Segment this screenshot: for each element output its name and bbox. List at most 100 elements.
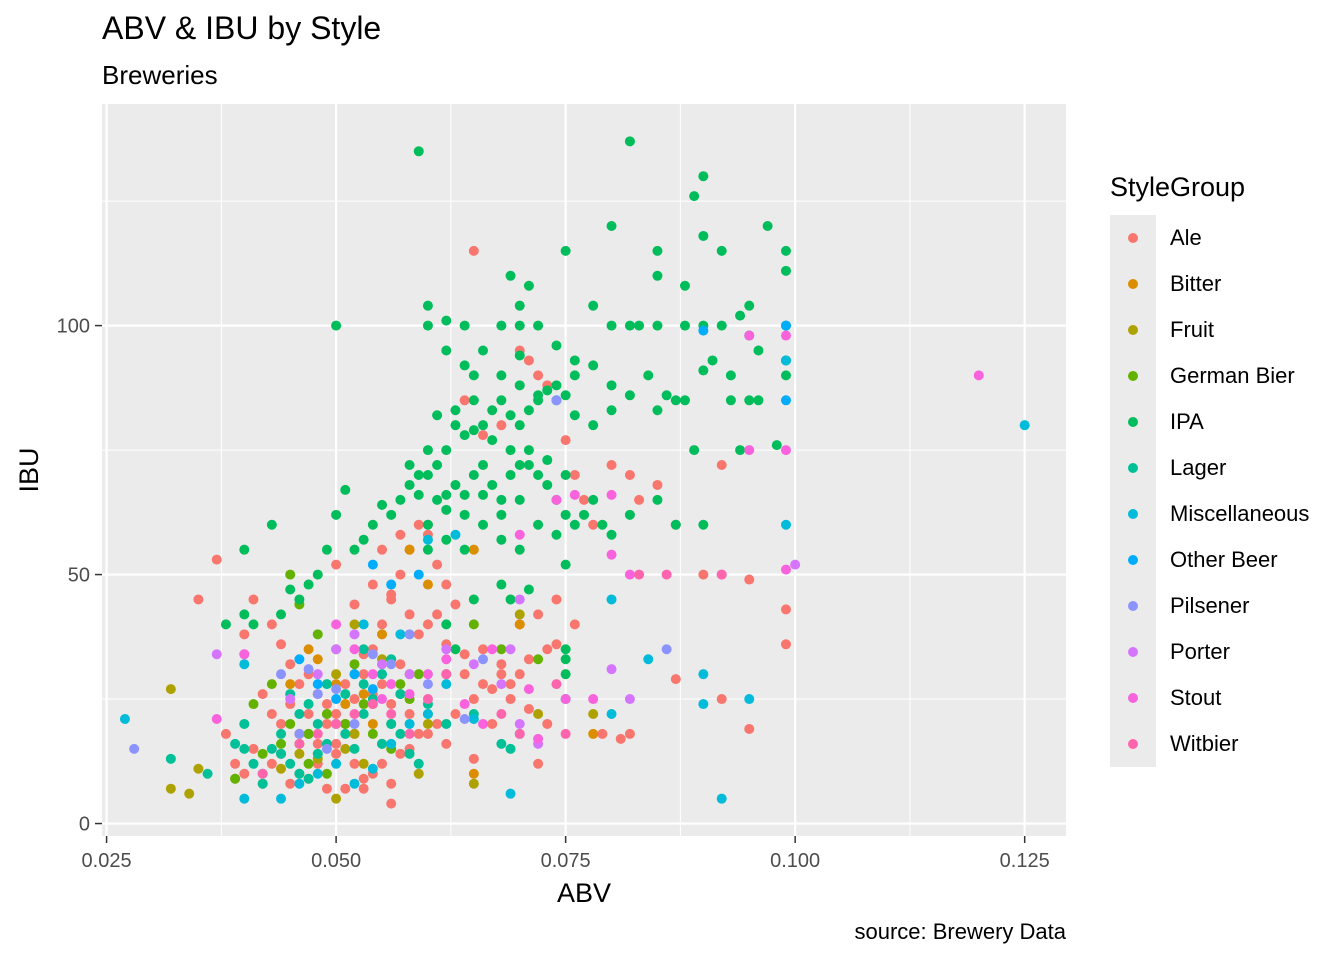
legend-title: StyleGroup	[1110, 172, 1246, 202]
point-ale	[780, 604, 791, 615]
point-german-bier	[358, 699, 369, 710]
point-ipa	[624, 509, 635, 520]
point-ale	[404, 709, 415, 719]
point-ale	[386, 778, 397, 789]
point-pilsener	[459, 713, 470, 724]
point-lager	[340, 728, 351, 739]
legend-label-ipa: IPA	[1170, 409, 1204, 434]
point-ale	[459, 649, 470, 660]
point-ale	[211, 554, 222, 565]
point-ipa	[780, 265, 791, 276]
point-ale	[413, 629, 424, 640]
legend-keys: Ale Bitter Fruit German Bier IPA Lager Miscell…	[1110, 215, 1309, 767]
point-lager	[413, 758, 424, 769]
point-witbier	[716, 569, 727, 580]
point-miscellaneous	[331, 758, 342, 769]
point-ale	[652, 479, 663, 490]
point-ale	[459, 395, 470, 406]
point-stout	[560, 694, 571, 705]
point-ale	[468, 694, 479, 705]
point-miscellaneous	[312, 768, 323, 779]
legend-label-porter: Porter	[1170, 639, 1230, 664]
point-stout	[780, 564, 791, 575]
point-lager	[276, 728, 287, 739]
point-bitter	[367, 718, 378, 729]
point-ipa	[459, 320, 470, 331]
point-ale	[377, 544, 388, 555]
point-ipa	[533, 395, 544, 406]
point-ale	[670, 674, 681, 685]
point-ale	[331, 738, 342, 749]
point-ale	[230, 758, 241, 769]
point-pilsener	[321, 743, 332, 754]
point-ale	[294, 679, 305, 690]
point-ale	[266, 619, 277, 630]
legend-key-german-bier	[1110, 353, 1156, 399]
point-ipa	[514, 420, 525, 431]
point-ipa	[413, 469, 424, 480]
point-ale	[321, 783, 332, 794]
point-pilsener	[661, 644, 672, 655]
point-ale	[487, 684, 498, 695]
point-ipa	[735, 310, 746, 321]
point-lager	[441, 718, 452, 729]
point-ale	[716, 694, 727, 705]
y-tick-label: 100	[57, 316, 90, 338]
point-miscellaneous	[294, 778, 305, 789]
major-gridlines	[102, 104, 1066, 836]
point-lager	[294, 768, 305, 779]
point-ale	[505, 694, 516, 705]
point-ale	[588, 519, 599, 530]
point-lager	[349, 743, 360, 754]
point-ipa	[698, 365, 709, 376]
point-ipa	[569, 355, 580, 366]
point-ipa	[514, 320, 525, 331]
point-porter	[790, 559, 801, 570]
point-ipa	[771, 440, 782, 451]
point-ale	[377, 679, 388, 690]
point-german-bier	[340, 718, 351, 729]
point-ipa	[422, 519, 433, 530]
point-stout	[487, 644, 498, 655]
point-porter	[606, 664, 617, 675]
legend-label-fruit: Fruit	[1170, 317, 1214, 342]
point-ipa	[349, 544, 360, 555]
point-ale	[349, 758, 360, 769]
legend-label-stout: Stout	[1170, 685, 1222, 710]
point-pilsener	[129, 743, 140, 754]
point-porter	[349, 629, 360, 640]
point-ipa	[331, 320, 342, 331]
point-lager	[239, 743, 250, 754]
point-ipa	[652, 320, 663, 331]
point-ale	[780, 639, 791, 650]
point-ale	[321, 718, 332, 729]
point-witbier	[349, 709, 360, 719]
legend-label-witbier: Witbier	[1170, 731, 1239, 756]
point-other-beer	[367, 684, 378, 695]
point-lager	[303, 773, 314, 784]
point-pilsener	[331, 684, 342, 695]
point-fruit	[422, 718, 433, 729]
point-bitter	[468, 544, 479, 555]
point-ipa	[303, 579, 314, 590]
point-miscellaneous	[441, 679, 452, 690]
point-miscellaneous	[349, 778, 360, 789]
point-ipa	[468, 469, 479, 480]
point-ale	[422, 619, 433, 630]
point-ipa	[606, 405, 617, 416]
point-lager	[358, 679, 369, 690]
point-stout	[780, 445, 791, 456]
point-ipa	[358, 534, 369, 545]
point-pilsener	[404, 629, 415, 640]
point-ipa	[413, 489, 424, 500]
point-pilsener	[367, 649, 378, 660]
point-ale	[478, 644, 489, 655]
point-stout	[367, 669, 378, 680]
point-stout	[404, 689, 415, 700]
point-ale	[386, 798, 397, 809]
x-tick-label: 0.125	[1000, 850, 1050, 872]
point-ipa	[588, 360, 599, 371]
point-ipa	[413, 146, 424, 157]
point-pilsener	[422, 679, 433, 690]
point-bitter	[588, 728, 599, 739]
